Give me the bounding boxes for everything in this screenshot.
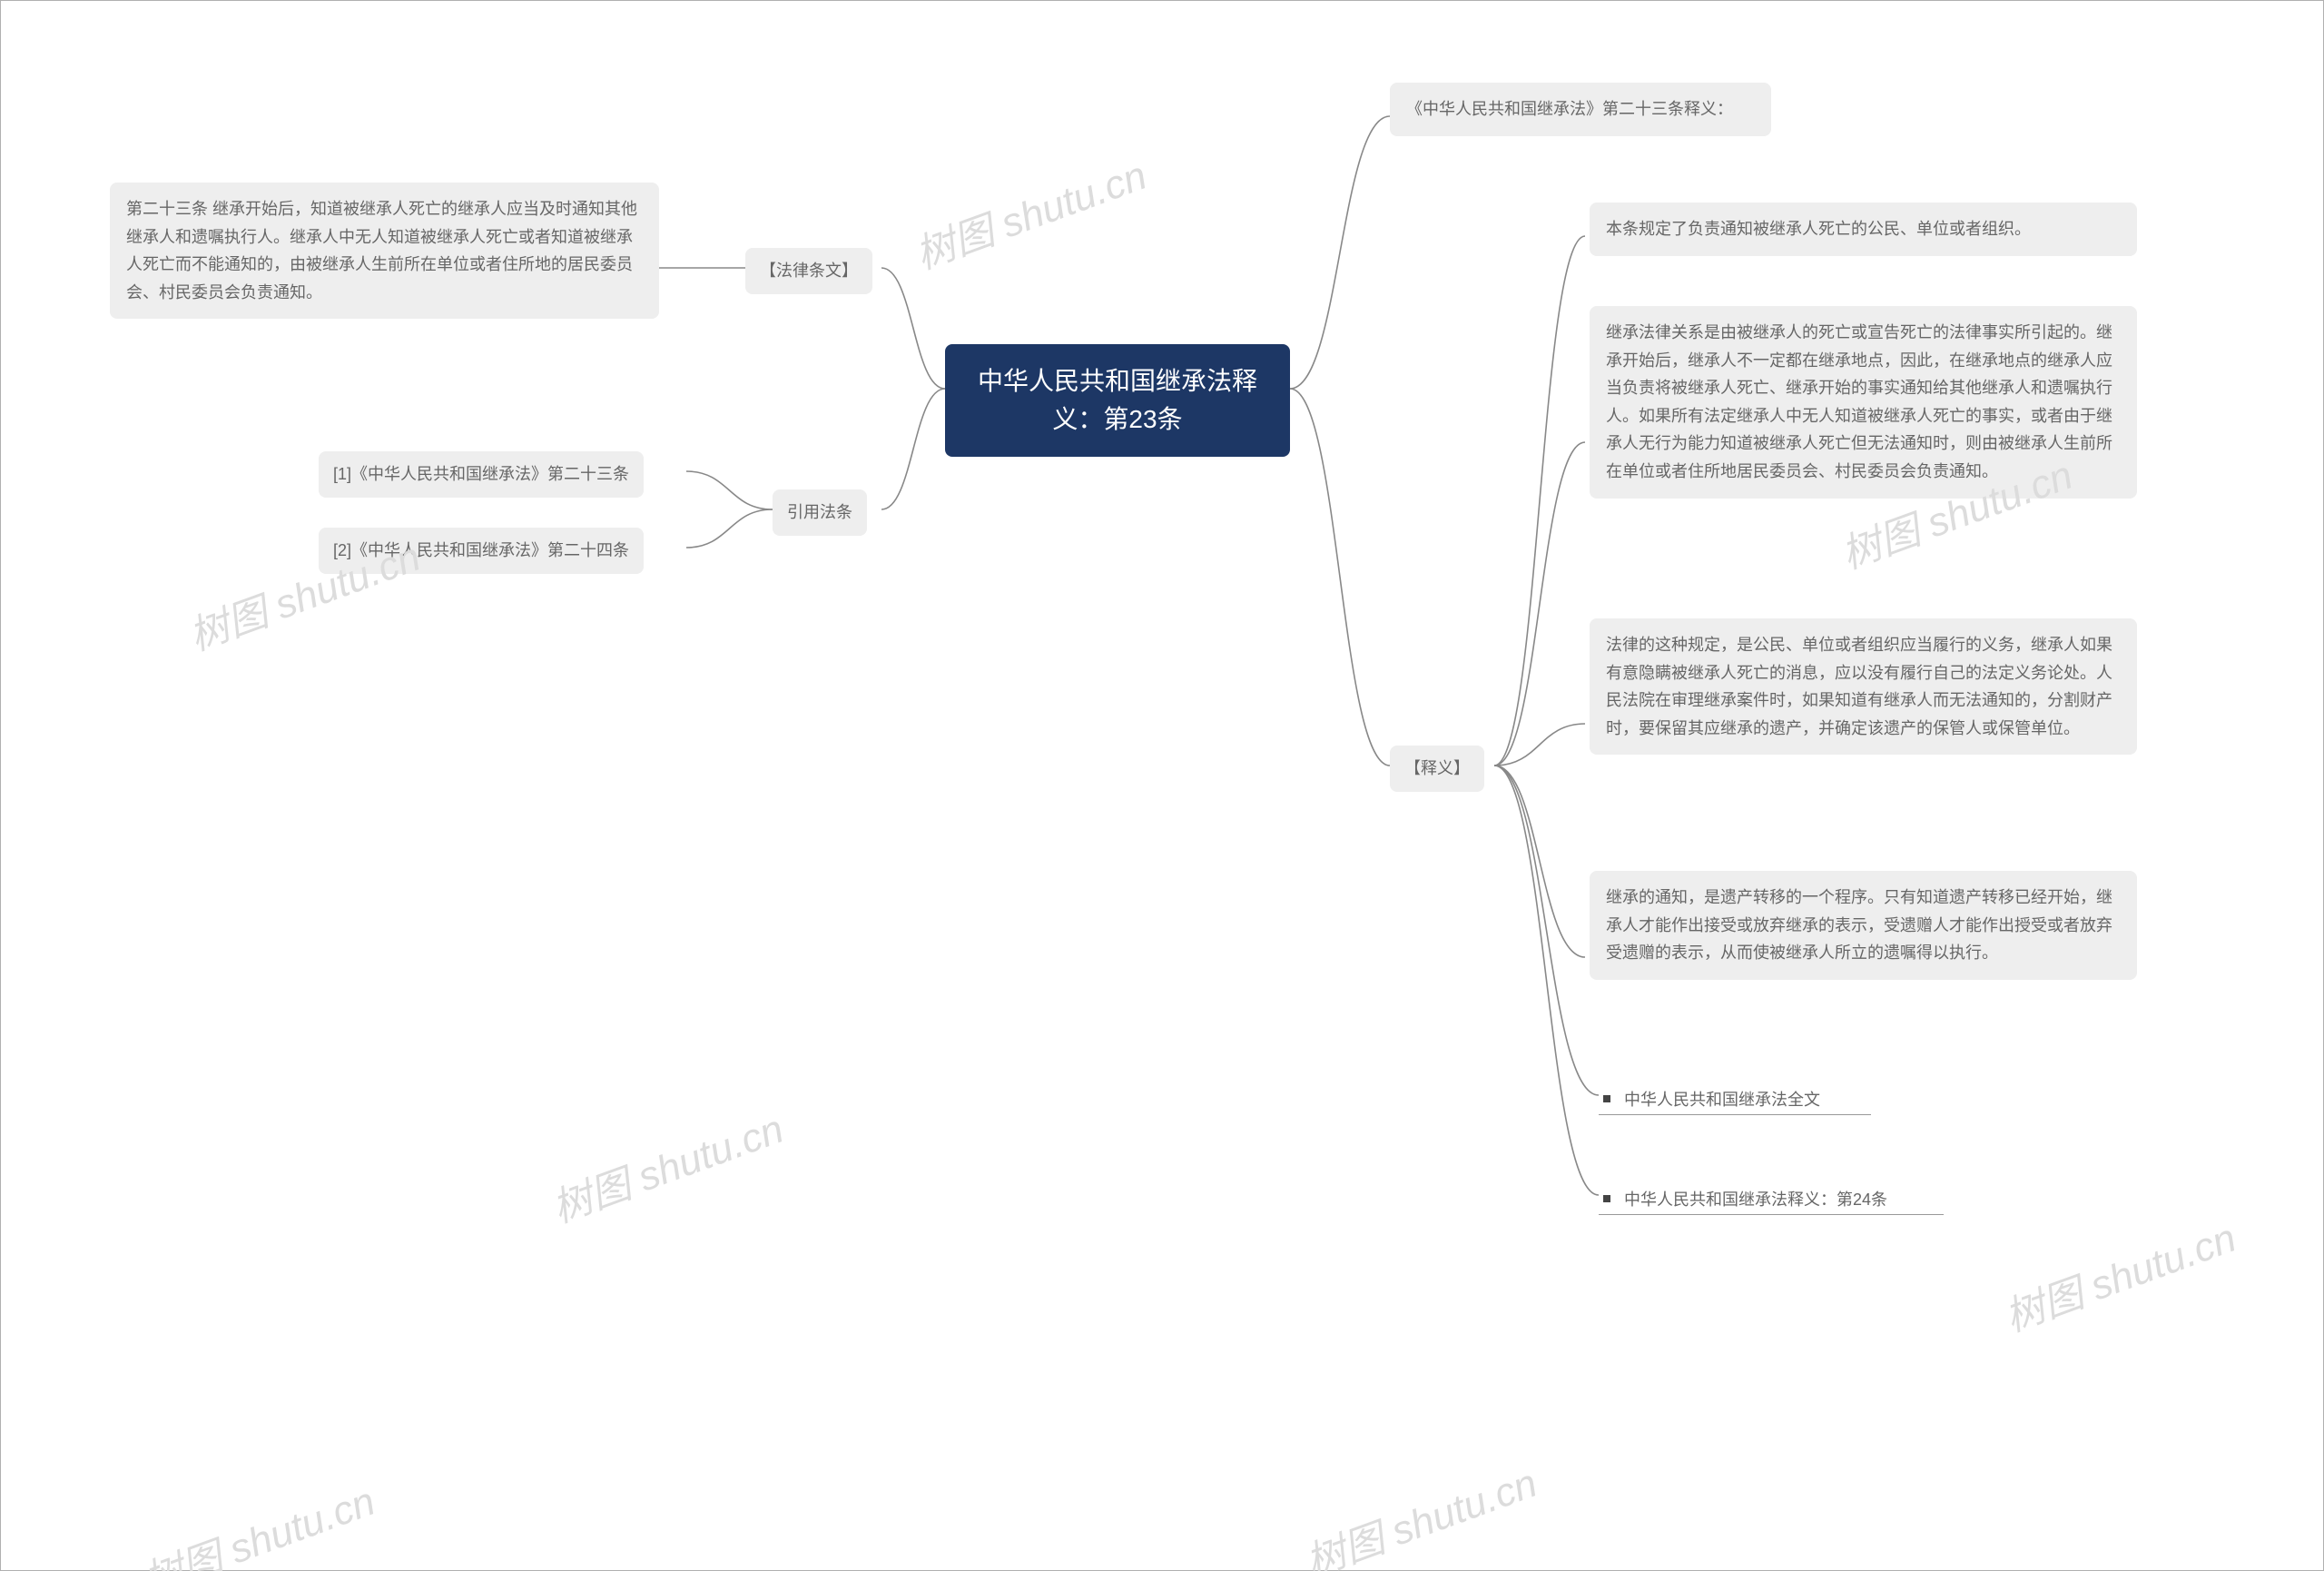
interp-para-4-text: 继承的通知，是遗产转移的一个程序。只有知道遗产转移已经开始，继承人才能作出接受或… [1606,888,2112,962]
watermark: 树图 shutu.cn [1296,1450,1543,1571]
link-art-24: 中华人民共和国继承法释义：第24条 [1603,1187,1887,1210]
watermark: 树图 shutu.cn [543,1096,790,1233]
left-branch-citations: 引用法条 [773,489,867,536]
watermark: 树图 shutu.cn [1995,1205,2242,1342]
interp-para-1-text: 本条规定了负责通知被继承人死亡的公民、单位或者组织。 [1606,220,2031,238]
citation-1-text: [1]《中华人民共和国继承法》第二十三条 [333,465,629,483]
legal-text-content: 第二十三条 继承开始后，知道被继承人死亡的继承人应当及时通知其他继承人和遗嘱执行… [110,183,659,319]
right-branch-interpretation-label: 【释义】 [1404,759,1470,777]
interp-para-2-text: 继承法律关系是由被继承人的死亡或宣告死亡的法律事实所引起的。继承开始后，继承人不… [1606,323,2112,480]
interp-para-1: 本条规定了负责通知被继承人死亡的公民、单位或者组织。 [1590,203,2137,256]
citation-2: [2]《中华人民共和国继承法》第二十四条 [319,528,644,574]
link-full-text-underline [1599,1114,1871,1115]
right-branch-title-label: 《中华人民共和国继承法》第二十三条释义： [1406,100,1733,118]
interp-para-2: 继承法律关系是由被继承人的死亡或宣告死亡的法律事实所引起的。继承开始后，继承人不… [1590,306,2137,499]
root-line2: 义：第23条 [1052,405,1182,433]
link-art-24-underline [1599,1214,1944,1215]
root-line1: 中华人民共和国继承法释 [978,367,1257,395]
left-branch-legal-text-label: 【法律条文】 [760,262,858,280]
link-full-text-label: 中华人民共和国继承法全文 [1624,1091,1820,1109]
link-full-text: 中华人民共和国继承法全文 [1603,1087,1820,1111]
link-art-24-label: 中华人民共和国继承法释义：第24条 [1624,1191,1887,1209]
watermark: 树图 shutu.cn [134,1468,381,1571]
interp-para-3-text: 法律的这种规定，是公民、单位或者组织应当履行的义务，继承人如果有意隐瞒被继承人死… [1606,636,2112,737]
mindmap-root: 中华人民共和国继承法释 义：第23条 [945,344,1290,457]
left-branch-citations-label: 引用法条 [787,503,852,521]
right-branch-interpretation: 【释义】 [1390,746,1484,792]
interp-para-4: 继承的通知，是遗产转移的一个程序。只有知道遗产转移已经开始，继承人才能作出接受或… [1590,871,2137,980]
left-branch-legal-text: 【法律条文】 [745,248,872,294]
watermark: 树图 shutu.cn [906,143,1153,280]
right-branch-title: 《中华人民共和国继承法》第二十三条释义： [1390,83,1771,136]
citation-1: [1]《中华人民共和国继承法》第二十三条 [319,451,644,498]
legal-text-content-text: 第二十三条 继承开始后，知道被继承人死亡的继承人应当及时通知其他继承人和遗嘱执行… [126,200,637,301]
interp-para-3: 法律的这种规定，是公民、单位或者组织应当履行的义务，继承人如果有意隐瞒被继承人死… [1590,618,2137,755]
citation-2-text: [2]《中华人民共和国继承法》第二十四条 [333,541,629,559]
